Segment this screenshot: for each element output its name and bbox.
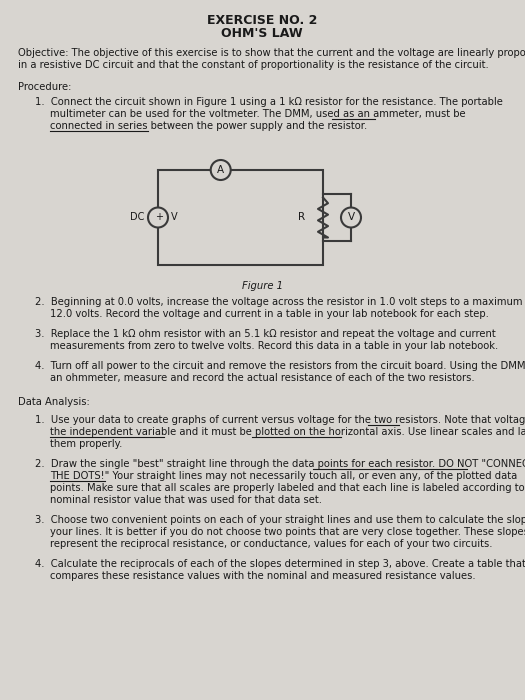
Text: R: R [298, 213, 305, 223]
Text: Figure 1: Figure 1 [242, 281, 282, 291]
Text: DC: DC [130, 213, 144, 223]
Text: compares these resistance values with the nominal and measured resistance values: compares these resistance values with th… [50, 571, 476, 581]
Text: the independent variable and it must be plotted on the horizontal axis. Use line: the independent variable and it must be … [50, 427, 525, 437]
Text: 4.  Calculate the reciprocals of each of the slopes determined in step 3, above.: 4. Calculate the reciprocals of each of … [35, 559, 525, 569]
Bar [158, 170, 323, 265]
Text: 2.  Draw the single "best" straight line through the data points for each resist: 2. Draw the single "best" straight line … [35, 459, 525, 469]
Text: 3.  Choose two convenient points on each of your straight lines and use them to : 3. Choose two convenient points on each … [35, 515, 525, 525]
Text: Procedure:: Procedure: [18, 82, 71, 92]
Text: 3.  Replace the 1 kΩ ohm resistor with an 5.1 kΩ resistor and repeat the voltage: 3. Replace the 1 kΩ ohm resistor with an… [35, 329, 496, 339]
Text: 1.  Connect the circuit shown in Figure 1 using a 1 kΩ resistor for the resistan: 1. Connect the circuit shown in Figure 1… [35, 97, 503, 107]
Text: multimeter can be used for the voltmeter. The DMM, used as an ammeter, must be: multimeter can be used for the voltmeter… [50, 109, 466, 119]
Text: A: A [217, 165, 224, 175]
Circle shape [211, 160, 230, 180]
Text: Objective: The objective of this exercise is to show that the current and the vo: Objective: The objective of this exercis… [18, 48, 525, 58]
Text: 1.  Use your data to create graphs of current versus voltage for the two resisto: 1. Use your data to create graphs of cur… [35, 415, 525, 425]
Text: your lines. It is better if you do not choose two points that are very close tog: your lines. It is better if you do not c… [50, 527, 525, 537]
Circle shape [148, 207, 168, 228]
Text: +: + [155, 211, 163, 221]
Circle shape [341, 207, 361, 228]
Text: in a resistive DC circuit and that the constant of proportionality is the resist: in a resistive DC circuit and that the c… [18, 60, 489, 70]
Text: 12.0 volts. Record the voltage and current in a table in your lab notebook for e: 12.0 volts. Record the voltage and curre… [50, 309, 489, 319]
Text: them properly.: them properly. [50, 439, 122, 449]
Text: nominal resistor value that was used for that data set.: nominal resistor value that was used for… [50, 495, 322, 505]
Text: 4.  Turn off all power to the circuit and remove the resistors from the circuit : 4. Turn off all power to the circuit and… [35, 361, 525, 371]
Text: Data Analysis:: Data Analysis: [18, 397, 90, 407]
Text: connected in series between the power supply and the resistor.: connected in series between the power su… [50, 121, 368, 131]
Text: EXERCISE NO. 2: EXERCISE NO. 2 [207, 14, 317, 27]
Text: represent the reciprocal resistance, or conductance, values for each of your two: represent the reciprocal resistance, or … [50, 539, 492, 549]
Text: OHM'S LAW: OHM'S LAW [221, 27, 303, 40]
Text: measurements from zero to twelve volts. Record this data in a table in your lab : measurements from zero to twelve volts. … [50, 341, 498, 351]
Text: points. Make sure that all scales are properly labeled and that each line is lab: points. Make sure that all scales are pr… [50, 483, 525, 493]
Text: THE DOTS!" Your straight lines may not necessarily touch all, or even any, of th: THE DOTS!" Your straight lines may not n… [50, 471, 517, 481]
Text: V: V [348, 213, 354, 223]
Text: V: V [171, 213, 177, 223]
Text: 2.  Beginning at 0.0 volts, increase the voltage across the resistor in 1.0 volt: 2. Beginning at 0.0 volts, increase the … [35, 297, 525, 307]
Text: an ohmmeter, measure and record the actual resistance of each of the two resisto: an ohmmeter, measure and record the actu… [50, 373, 475, 383]
